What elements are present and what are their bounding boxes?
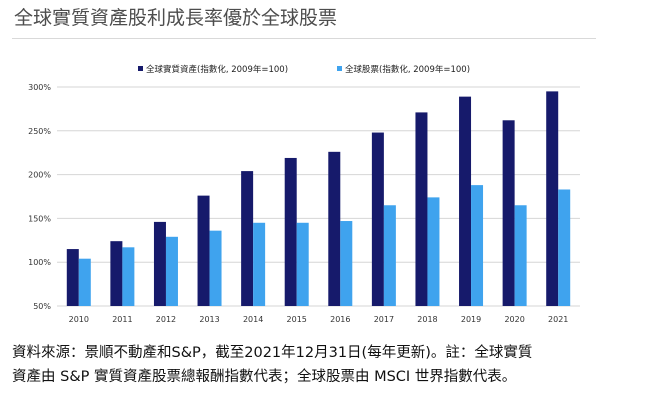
bar-global-equities (340, 221, 353, 306)
source-line-2: 資產由 S&P 實質資產股票總報酬指數代表；全球股票由 MSCI 世界指數代表。 (12, 369, 517, 385)
x-tick-label: 2013 (199, 315, 219, 324)
legend-label: 全球實質資產(指數化, 2009年=100) (146, 64, 288, 75)
bar-real-assets (371, 132, 384, 306)
x-tick-label: 2014 (243, 315, 263, 324)
bar-real-assets (328, 151, 341, 306)
x-tick-label: 2020 (504, 315, 524, 324)
bar-real-assets (459, 96, 472, 306)
source-line-1: 資料來源：景順不動產和S&P，截至2021年12月31日(每年更新)。註：全球實… (12, 345, 533, 361)
bar-real-assets (502, 120, 515, 307)
chart-title: 全球實質資產股利成長率優於全球股票 (14, 7, 338, 29)
x-tick-label: 2018 (417, 315, 437, 324)
x-tick-label: 2017 (374, 315, 394, 324)
x-tick-label: 2016 (330, 315, 350, 324)
bar-global-equities (296, 222, 309, 306)
bar-global-equities (427, 197, 440, 306)
bar-global-equities (514, 205, 527, 306)
bar-real-assets (197, 195, 210, 306)
x-tick-label: 2015 (287, 315, 307, 324)
bar-real-assets (415, 112, 428, 307)
bar-global-equities (78, 258, 91, 306)
bar-real-assets (153, 221, 166, 306)
bar-real-assets (66, 249, 79, 306)
bar-global-equities (165, 236, 178, 306)
bar-global-equities (209, 230, 222, 306)
x-tick-label: 2021 (548, 315, 568, 324)
bar-global-equities (471, 185, 484, 306)
y-tick-label: 100% (28, 258, 51, 267)
bar-real-assets (284, 157, 297, 306)
y-tick-label: 300% (28, 83, 51, 92)
y-tick-label: 200% (28, 171, 51, 180)
bar-real-assets (546, 91, 559, 306)
chart-area: 300% 250% 200% 150% 100% 50% 全球實質資產(指數化, 2009年… (12, 38, 596, 331)
x-tick-label: 2010 (69, 315, 89, 324)
legend-label: 全球股票(指數化, 2009年=100) (345, 64, 470, 75)
x-tick-label: 2019 (461, 315, 481, 324)
x-tick-label: 2012 (156, 315, 176, 324)
bar-global-equities (122, 247, 135, 306)
y-tick-label: 50% (33, 302, 51, 311)
legend-swatch (337, 66, 342, 71)
legend-swatch (138, 66, 143, 71)
x-tick-label: 2011 (112, 315, 132, 324)
bar-global-equities (383, 205, 396, 306)
y-tick-label: 150% (28, 214, 51, 223)
bar-global-equities (253, 222, 266, 306)
bar-global-equities (558, 189, 571, 306)
bar-real-assets (241, 171, 254, 306)
source-note: 資料來源：景順不動產和S&P，截至2021年12月31日(每年更新)。註：全球實… (12, 341, 648, 389)
bar-chart: 300% 250% 200% 150% 100% 50% 全球實質資產(指數化, 2009年… (28, 64, 580, 324)
bar-real-assets (110, 241, 123, 306)
y-tick-label: 250% (28, 127, 51, 136)
